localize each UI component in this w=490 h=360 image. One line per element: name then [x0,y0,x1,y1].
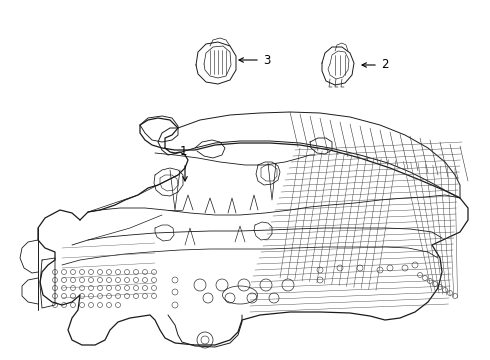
Text: 2: 2 [381,58,389,72]
Text: 1: 1 [179,145,187,158]
Text: 3: 3 [263,54,270,67]
